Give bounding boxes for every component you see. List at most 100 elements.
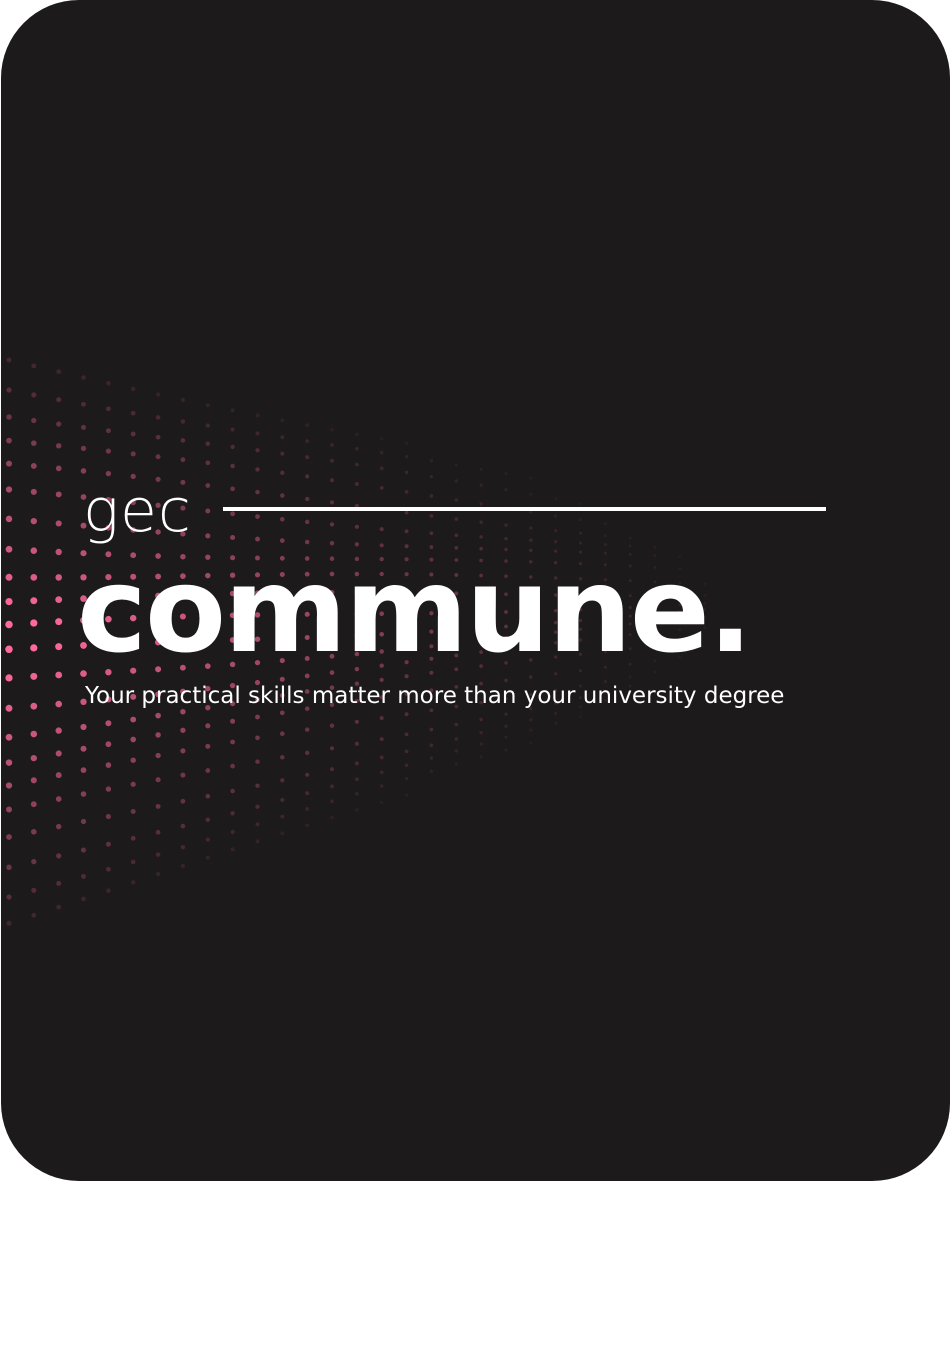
halftone-dot [429,514,434,518]
halftone-dot [205,533,211,539]
halftone-dot [155,392,161,397]
halftone-dot [80,616,87,624]
halftone-dot [304,539,310,545]
halftone-dot [678,581,682,585]
halftone-dot [404,763,409,768]
halftone-dot [429,611,434,616]
halftone-dot [330,427,334,432]
halftone-dot [678,617,682,621]
halftone-dot [31,363,37,369]
halftone-dot [180,419,186,424]
halftone-dot [55,520,62,527]
halftone-dot [603,542,607,547]
halftone-dot [504,523,508,527]
halftone-dot [105,841,111,847]
halftone-dot [280,418,285,423]
halftone-dot [355,432,359,437]
halftone-dot [554,576,558,580]
halftone-dot [105,741,112,748]
halftone-dot [504,661,508,665]
halftone-dot [105,640,112,648]
halftone-dot [479,535,483,539]
halftone-dot [404,510,409,515]
halftone-dot [578,541,583,545]
halftone-dot [304,706,310,711]
halftone-dot [105,524,112,531]
halftone-dot [454,722,459,727]
logo-wordmark: commune. [77,541,753,679]
halftone-dot [379,800,384,805]
halftone-dot [454,704,459,709]
halftone-dot [703,602,707,605]
halftone-dot [30,644,38,652]
halftone-dot [379,571,384,577]
halftone-dot [130,716,137,723]
halftone-dot [230,847,235,852]
halftone-dot [554,561,558,565]
halftone-dot [504,536,508,541]
halftone-dot [254,590,261,596]
halftone-dot [279,693,285,698]
halftone-dot [653,545,657,549]
halftone-dot [130,859,136,865]
halftone-dot [429,590,434,596]
halftone-dot [180,553,186,560]
halftone-dot [280,814,285,819]
halftone-dot [479,700,483,705]
halftone-dot [305,806,310,811]
halftone-dot [678,642,682,645]
halftone-dot [56,904,62,910]
halftone-dot [703,582,707,586]
halftone-dot [529,741,533,745]
halftone-dot [81,375,86,380]
halftone-dot [155,777,161,783]
halftone-dot [529,560,533,564]
halftone-dot [479,591,484,596]
halftone-dot [130,499,136,506]
halftone-dot [653,604,657,608]
halftone-dot [304,589,310,595]
halftone-dot [56,369,62,375]
halftone-dot [529,592,533,597]
halftone-dot [529,675,533,679]
halftone-dot [454,479,459,483]
halftone-dot [703,626,707,629]
halftone-dot [255,448,260,453]
halftone-dot [678,555,682,559]
halftone-dot [703,594,707,597]
halftone-dot [130,451,136,457]
halftone-dot [355,808,359,812]
halftone-dot [678,603,682,607]
halftone-dot [180,823,186,829]
halftone-dot [31,912,37,918]
halftone-dot [255,514,260,519]
halftone-dot [180,505,186,511]
halftone-dot [105,813,111,820]
halftone-dot [80,745,87,752]
halftone-dot [479,731,483,735]
halftone-dot [180,727,186,733]
halftone-dot [379,695,384,700]
halftone-dot [5,645,13,654]
halftone-dot [479,664,483,668]
halftone-dot [703,608,707,611]
halftone-dot [105,762,112,768]
halftone-dot [454,737,459,741]
halftone-dot [304,519,310,525]
halftone-dot [703,615,707,619]
halftone-dot [578,638,583,642]
halftone-dot [155,454,161,460]
halftone-dot [230,486,235,492]
halftone-dot [628,594,632,598]
halftone-dot [130,835,136,841]
halftone-dot [404,749,409,754]
halftone-dot [56,421,62,427]
halftone-dot [230,788,235,794]
halftone-dot [55,700,62,708]
halftone-dot [80,847,87,853]
halftone-dot [80,595,87,602]
halftone-dot [628,536,632,540]
halftone-dot [155,752,161,759]
halftone-dot [330,799,334,804]
halftone-dot [255,839,260,844]
